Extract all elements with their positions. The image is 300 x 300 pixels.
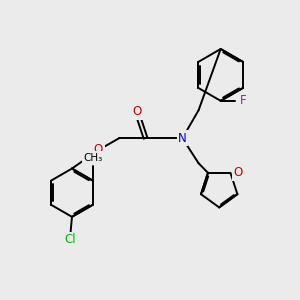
Text: N: N bbox=[178, 132, 187, 145]
Text: Cl: Cl bbox=[65, 233, 76, 246]
Text: O: O bbox=[233, 166, 242, 179]
Text: O: O bbox=[132, 105, 141, 118]
Text: F: F bbox=[240, 94, 247, 107]
Text: CH₃: CH₃ bbox=[83, 153, 103, 163]
Text: O: O bbox=[94, 143, 103, 157]
